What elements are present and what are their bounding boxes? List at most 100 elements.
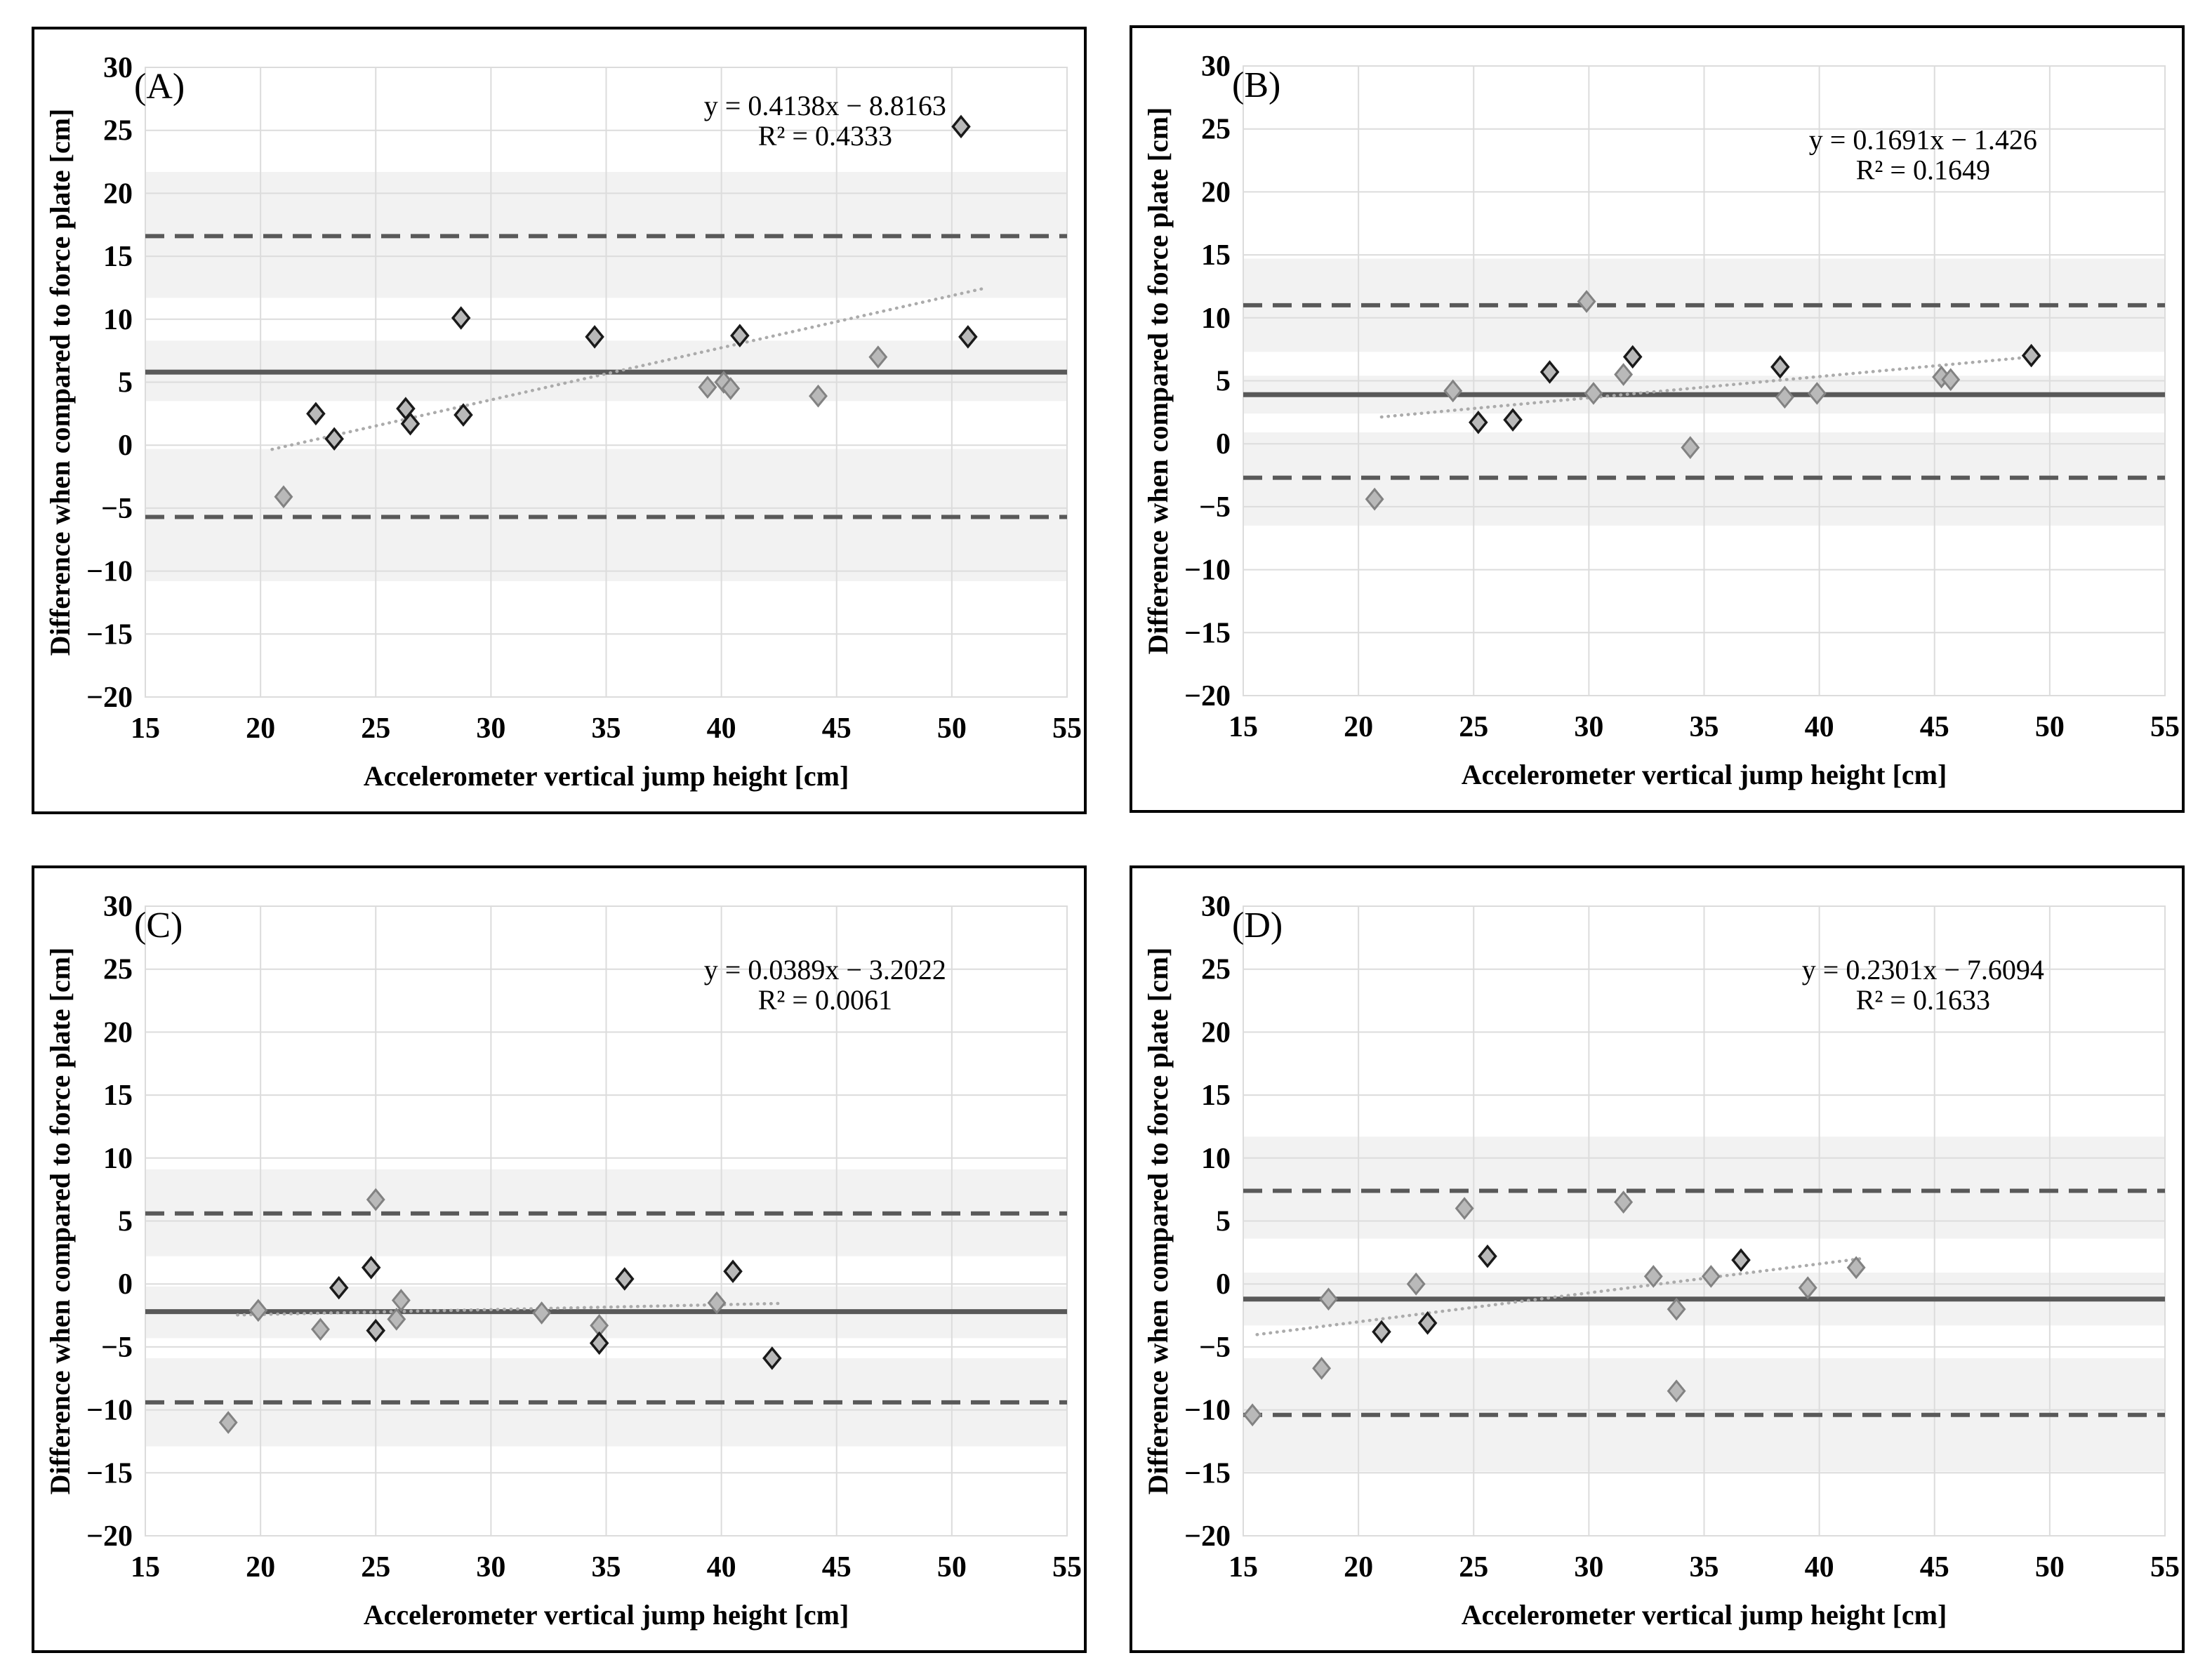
data-point-diamond bbox=[366, 1188, 385, 1212]
data-point-diamond bbox=[361, 1256, 381, 1280]
x-tick-label: 25 bbox=[1459, 1551, 1488, 1584]
data-point-diamond bbox=[324, 427, 344, 451]
y-tick-label: 20 bbox=[1201, 1016, 1231, 1049]
y-axis-tick-labels: −20 −15 −10 −5 0 5 10 15 20 25 30 bbox=[1184, 51, 1231, 712]
x-tick-label: 20 bbox=[1344, 1551, 1373, 1584]
x-tick-label: 25 bbox=[361, 712, 390, 745]
x-tick-label: 45 bbox=[1920, 1551, 1949, 1584]
y-tick-label: 0 bbox=[118, 430, 133, 462]
panel-letter: (C) bbox=[134, 905, 183, 945]
data-point-diamond bbox=[2021, 343, 2041, 368]
data-point-diamond bbox=[1622, 345, 1643, 369]
x-tick-label: 45 bbox=[822, 712, 852, 745]
data-point-diamond bbox=[698, 376, 717, 399]
data-point-diamond bbox=[1243, 1403, 1262, 1427]
data-points-dark-edge bbox=[1469, 343, 2041, 434]
data-point-diamond bbox=[1614, 363, 1634, 386]
x-tick-label: 20 bbox=[1344, 711, 1373, 743]
x-axis-tick-labels: 15 20 25 30 35 40 45 50 55 bbox=[1228, 1551, 2180, 1584]
y-tick-label: 0 bbox=[1216, 1268, 1231, 1301]
regression-trendline bbox=[1255, 1256, 1862, 1336]
data-point-diamond bbox=[311, 1318, 330, 1341]
data-points-light-edge bbox=[1365, 290, 1961, 511]
y-tick-label: 15 bbox=[1201, 239, 1231, 272]
data-point-diamond bbox=[532, 1301, 552, 1325]
y-axis-title: Difference when compared to force plate … bbox=[1142, 107, 1174, 655]
data-point-diamond bbox=[762, 1346, 782, 1370]
y-tick-label: 15 bbox=[1201, 1080, 1231, 1112]
data-point-diamond bbox=[274, 485, 293, 509]
data-point-diamond bbox=[958, 325, 978, 349]
x-tick-label: 30 bbox=[476, 1551, 505, 1584]
y-tick-label: −15 bbox=[1184, 617, 1231, 649]
y-tick-label: 5 bbox=[1216, 1206, 1231, 1238]
data-points-light-edge bbox=[218, 1188, 727, 1434]
y-tick-label: −10 bbox=[1184, 1395, 1231, 1427]
y-tick-label: 20 bbox=[103, 178, 133, 210]
x-tick-label: 30 bbox=[476, 712, 505, 745]
gridlines bbox=[1243, 905, 2166, 1537]
y-axis-title: Difference when compared to force plate … bbox=[44, 948, 76, 1495]
data-point-diamond bbox=[1681, 436, 1700, 459]
data-point-diamond bbox=[1372, 1320, 1391, 1344]
data-point-diamond bbox=[1365, 487, 1384, 511]
panel-d: −20 −15 −10 −5 0 5 10 15 20 25 30 15 20 25 30 35 40 45 50 5… bbox=[1130, 865, 2185, 1653]
regression-equation: y = 0.2301x − 7.6094 bbox=[1802, 954, 2044, 985]
x-tick-label: 40 bbox=[707, 1551, 736, 1584]
x-tick-label: 15 bbox=[131, 1551, 160, 1584]
x-tick-label: 55 bbox=[2150, 1551, 2180, 1584]
plot-frame bbox=[145, 67, 1068, 698]
y-tick-label: 5 bbox=[1216, 366, 1231, 398]
chart-panel-d: −20 −15 −10 −5 0 5 10 15 20 25 30 15 20 25 30 35 40 45 50 5… bbox=[1142, 891, 2180, 1631]
y-tick-label: 0 bbox=[118, 1268, 133, 1301]
panel-c: −20 −15 −10 −5 0 5 10 15 20 25 30 15 20 25 30 35 40 45 50 5… bbox=[32, 865, 1087, 1653]
x-tick-label: 50 bbox=[937, 1551, 967, 1584]
panel-letter: (A) bbox=[134, 67, 185, 107]
plot-frame bbox=[1243, 905, 2166, 1537]
x-tick-label: 55 bbox=[2150, 711, 2180, 743]
x-tick-label: 45 bbox=[822, 1551, 852, 1584]
x-tick-label: 20 bbox=[246, 712, 275, 745]
data-point-diamond bbox=[809, 384, 828, 408]
data-point-diamond bbox=[1701, 1265, 1721, 1288]
x-tick-label: 30 bbox=[1574, 711, 1603, 743]
y-tick-label: −10 bbox=[1184, 555, 1231, 587]
y-tick-label: 10 bbox=[1201, 1143, 1231, 1175]
x-tick-label: 35 bbox=[592, 1551, 621, 1584]
chart-panel-c: −20 −15 −10 −5 0 5 10 15 20 25 30 15 20 25 30 35 40 45 50 5… bbox=[44, 891, 1082, 1631]
y-tick-label: −20 bbox=[86, 682, 133, 714]
y-tick-label: 25 bbox=[103, 954, 133, 986]
data-point-diamond bbox=[451, 306, 471, 330]
x-tick-label: 15 bbox=[1228, 1551, 1258, 1584]
x-tick-label: 55 bbox=[1052, 1551, 1082, 1584]
limits-of-agreement bbox=[145, 1211, 1067, 1405]
data-point-diamond bbox=[868, 345, 888, 369]
y-tick-label: −5 bbox=[101, 1332, 133, 1364]
x-tick-label: 35 bbox=[592, 712, 621, 745]
y-tick-label: 25 bbox=[1201, 114, 1231, 146]
regression-equation: y = 0.4138x − 8.8163 bbox=[704, 90, 946, 121]
x-tick-label: 35 bbox=[1690, 1551, 1719, 1584]
y-tick-label: −10 bbox=[86, 556, 133, 588]
y-tick-label: 30 bbox=[1201, 891, 1231, 923]
y-axis-tick-labels: −20 −15 −10 −5 0 5 10 15 20 25 30 bbox=[1184, 891, 1231, 1553]
data-point-diamond bbox=[614, 1267, 635, 1291]
y-tick-label: 15 bbox=[103, 241, 133, 273]
y-tick-label: −15 bbox=[86, 618, 133, 651]
x-axis-title: Accelerometer vertical jump height [cm] bbox=[364, 760, 849, 792]
data-point-diamond bbox=[1577, 290, 1596, 313]
data-point-diamond bbox=[400, 411, 420, 436]
r-squared-value: R² = 0.0061 bbox=[758, 984, 892, 1016]
x-axis-tick-labels: 15 20 25 30 35 40 45 50 55 bbox=[1228, 711, 2180, 743]
data-point-diamond bbox=[218, 1411, 238, 1434]
regression-trendline bbox=[236, 1301, 783, 1317]
panel-a: −20 −15 −10 −5 0 5 10 15 20 25 30 15 20 25 30 35 40 45 50 5… bbox=[32, 27, 1087, 814]
x-tick-label: 40 bbox=[1805, 1551, 1834, 1584]
x-tick-label: 35 bbox=[1690, 711, 1719, 743]
y-tick-label: 30 bbox=[103, 891, 133, 923]
data-point-diamond bbox=[707, 1291, 727, 1315]
y-tick-label: 10 bbox=[103, 304, 133, 336]
gridlines bbox=[145, 905, 1068, 1537]
y-tick-label: 0 bbox=[1216, 428, 1231, 460]
gridlines bbox=[1243, 65, 2166, 696]
